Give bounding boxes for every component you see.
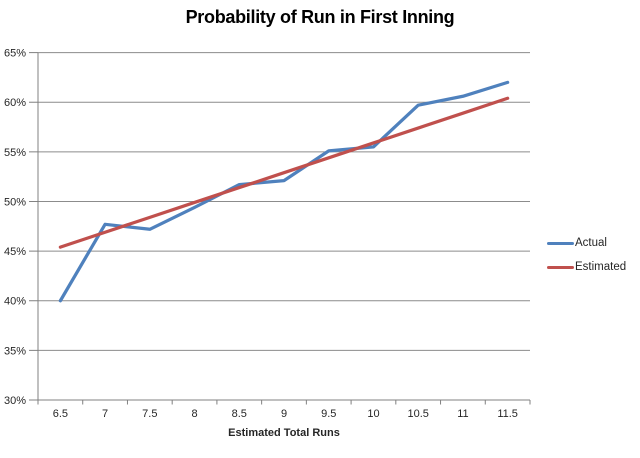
x-tick-label: 11.5 xyxy=(497,408,518,420)
axis-ticks xyxy=(29,52,531,405)
chart-title: Probability of Run in First Inning xyxy=(185,7,455,27)
x-axis-tick-labels: 6.5 7 7.5 8 8.5 9 9.5 10 10.5 11 11.5 xyxy=(53,408,518,420)
x-tick-label: 8 xyxy=(191,408,197,420)
legend-label: Estimated xyxy=(575,261,627,273)
legend-line-swatch xyxy=(547,241,574,245)
x-tick-label: 11 xyxy=(457,408,468,420)
x-tick-label: 8.5 xyxy=(232,408,247,420)
legend: Actual Estimated xyxy=(547,231,626,279)
y-axis-tick-labels: 30% 35% 40% 45% 50% 55% 60% 65% xyxy=(4,48,26,407)
x-tick-label: 6.5 xyxy=(53,408,68,420)
x-axis-title: Estimated Total Runs xyxy=(228,427,340,439)
x-tick-label: 9 xyxy=(281,408,287,420)
axis-lines xyxy=(37,52,530,401)
y-tick-label: 35% xyxy=(4,345,26,357)
y-tick-label: 50% xyxy=(4,196,26,208)
legend-line-swatch xyxy=(547,265,574,269)
gridlines xyxy=(38,52,530,401)
y-tick-label: 45% xyxy=(4,246,26,258)
x-tick-label: 7 xyxy=(102,408,108,420)
series-lines xyxy=(58,80,510,303)
y-tick-label: 60% xyxy=(4,97,26,109)
y-tick-label: 30% xyxy=(4,395,26,407)
series-line-estimated xyxy=(58,96,510,249)
x-tick-label: 9.5 xyxy=(321,408,336,420)
legend-label: Actual xyxy=(575,237,607,249)
legend-item-actual: Actual xyxy=(547,231,626,255)
y-tick-label: 55% xyxy=(4,147,26,159)
y-tick-label: 40% xyxy=(4,296,26,308)
y-tick-label: 65% xyxy=(4,48,26,60)
x-tick-label: 10.5 xyxy=(407,408,428,420)
x-tick-label: 10 xyxy=(367,408,379,420)
series-line-actual xyxy=(58,80,510,303)
x-tick-label: 7.5 xyxy=(142,408,157,420)
legend-item-estimated: Estimated xyxy=(547,255,626,279)
